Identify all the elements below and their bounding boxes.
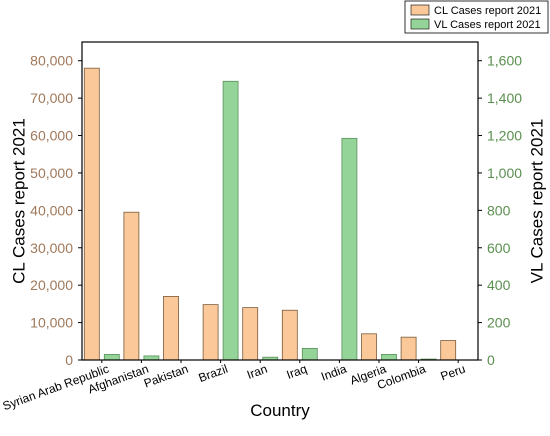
legend-label-vl: VL Cases report 2021 xyxy=(434,19,541,31)
bar-vl-india xyxy=(341,137,358,361)
x-axis-title: Country xyxy=(250,401,310,420)
bar-cl-algeria xyxy=(361,333,377,361)
plot-frame xyxy=(81,41,479,361)
bar-cl-iran xyxy=(242,307,259,361)
y-right-tick-label: 1,600 xyxy=(487,53,522,69)
legend: CL Cases report 2021 VL Cases report 202… xyxy=(404,0,549,34)
ticks-group: 0 10,000 20,000 30,000 40,000 50,000 60,000 70,… xyxy=(1,53,523,413)
bar-vl-syrian-arab-republic xyxy=(103,353,120,361)
y-left-tick-label: 10,000 xyxy=(30,315,73,331)
legend-swatch-cl xyxy=(410,4,430,16)
y-right-tick-label: 200 xyxy=(487,315,511,331)
y-left-tick-label: 40,000 xyxy=(30,202,73,218)
bars-group xyxy=(83,67,457,361)
y-right-tick-label: 1,000 xyxy=(487,165,522,181)
y-right-tick-label: 600 xyxy=(487,240,511,256)
bar-vl-brazil xyxy=(222,80,239,361)
bar-cl-afghanistan xyxy=(123,211,140,361)
bar-vl-iraq xyxy=(301,348,318,361)
y-right-tick-label: 400 xyxy=(487,277,511,293)
y-right-tick-label: 1,400 xyxy=(487,90,522,106)
bar-cl-pakistan xyxy=(163,295,179,361)
x-tick-label: Iran xyxy=(245,362,269,382)
y-left-tick-label: 50,000 xyxy=(30,165,73,181)
y-axis-right-title: VL Cases report 2021 xyxy=(527,119,546,284)
y-left-tick-label: 60,000 xyxy=(30,128,73,144)
bar-cl-colombia xyxy=(400,336,417,361)
y-right-tick-label: 1,200 xyxy=(487,128,522,144)
x-tick-label: India xyxy=(319,362,349,384)
bar-cl-brazil xyxy=(202,304,219,361)
bar-vl-algeria xyxy=(381,353,397,361)
y-right-tick-label: 0 xyxy=(487,352,495,368)
legend-swatch-vl xyxy=(410,18,430,30)
y-left-tick-label: 0 xyxy=(65,352,73,368)
y-left-tick-label: 20,000 xyxy=(30,277,73,293)
legend-label-cl: CL Cases report 2021 xyxy=(434,5,541,17)
y-axis-left-title: CL Cases report 2021 xyxy=(9,118,28,284)
x-tick-label: Pakistan xyxy=(142,362,190,391)
x-tick-label: Iraq xyxy=(285,362,309,382)
y-left-tick-label: 70,000 xyxy=(30,90,73,106)
bar-cl-peru xyxy=(440,340,457,361)
bar-cl-iraq xyxy=(281,309,298,361)
y-right-tick-label: 800 xyxy=(487,202,511,218)
x-tick-label: Peru xyxy=(439,362,468,384)
y-left-tick-label: 80,000 xyxy=(30,53,73,69)
bar-cl-syrian-arab-republic xyxy=(83,67,100,361)
x-tick-label: Brazil xyxy=(197,362,230,385)
bar-vl-afghanistan xyxy=(143,355,160,361)
y-left-tick-label: 30,000 xyxy=(30,240,73,256)
